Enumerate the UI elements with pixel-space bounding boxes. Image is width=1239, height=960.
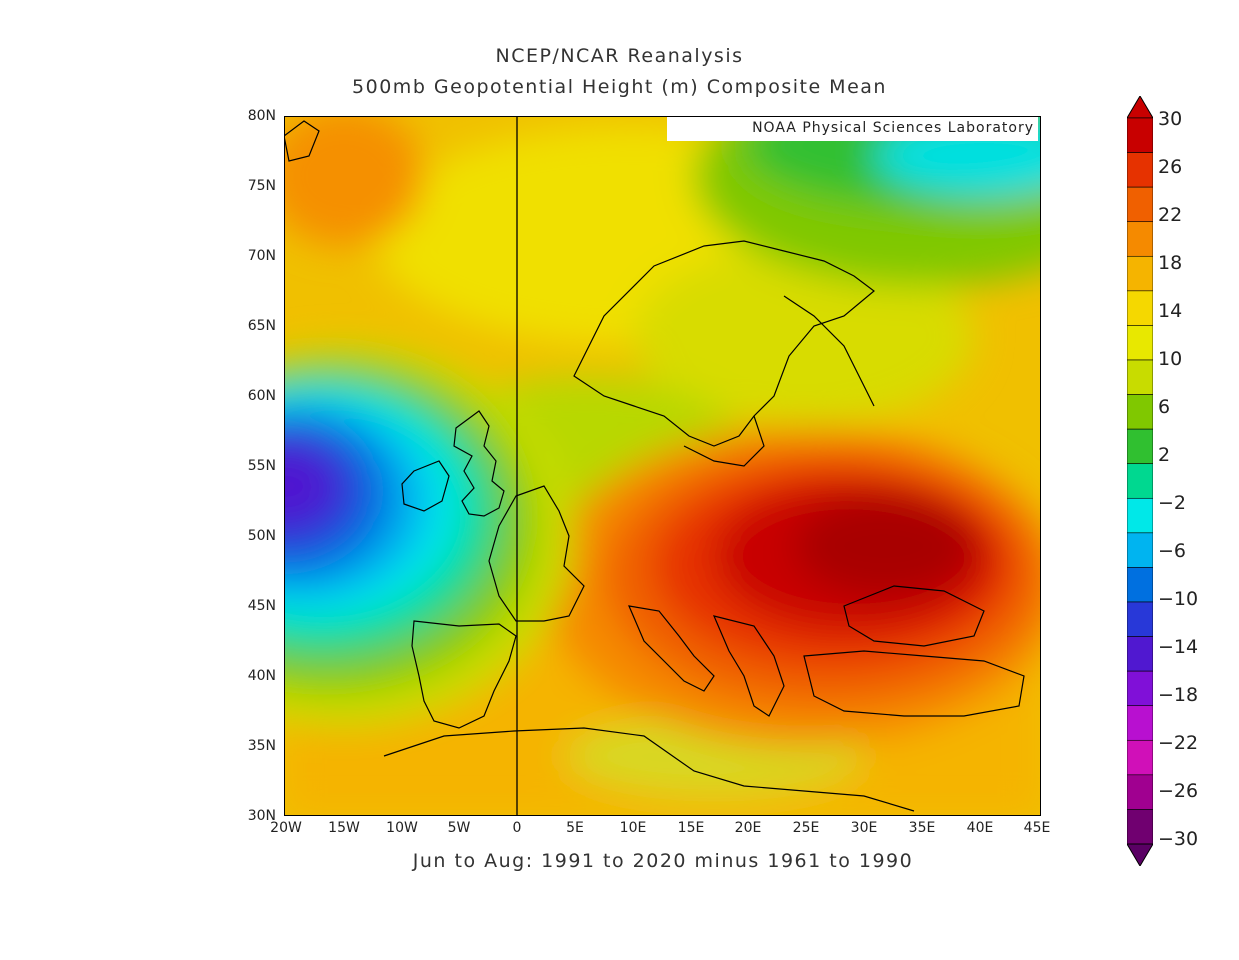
lat-label: 45N <box>247 598 276 614</box>
colorbar-label: 30 <box>1158 108 1183 130</box>
colorbar-cells <box>1127 117 1153 845</box>
lon-label: 15W <box>328 820 360 836</box>
colorbar-cell <box>1127 601 1153 637</box>
colorbar-label: −18 <box>1158 684 1199 706</box>
colorbar-cell <box>1127 221 1153 257</box>
colorbar-label: 22 <box>1158 204 1183 226</box>
credit-label: NOAA Physical Sciences Laboratory <box>667 117 1038 141</box>
colorbar-label: −22 <box>1158 732 1199 754</box>
lon-label: 10E <box>619 820 647 836</box>
colorbar-label: 10 <box>1158 348 1183 370</box>
lon-label: 30E <box>850 820 878 836</box>
lat-label: 65N <box>247 318 276 334</box>
lat-label: 55N <box>247 458 276 474</box>
lon-label: 20W <box>270 820 302 836</box>
lon-label: 35E <box>908 820 936 836</box>
colorbar-label: 26 <box>1158 156 1183 178</box>
colorbar-cell <box>1127 325 1153 361</box>
lon-label: 5E <box>566 820 584 836</box>
colorbar-cell <box>1127 117 1153 153</box>
colorbar-bottom-arrow <box>1127 843 1153 866</box>
colorbar-cell <box>1127 290 1153 326</box>
colorbar <box>1127 96 1153 866</box>
lat-label: 75N <box>247 178 276 194</box>
lat-label: 60N <box>247 388 276 404</box>
colorbar-cell <box>1127 428 1153 465</box>
colorbar-cell <box>1127 186 1153 223</box>
colorbar-cell <box>1127 497 1153 534</box>
colorbar-cell <box>1127 739 1153 776</box>
colorbar-label: −6 <box>1158 540 1187 562</box>
colorbar-cell <box>1127 809 1153 845</box>
lon-label: 10W <box>386 820 418 836</box>
lat-label: 50N <box>247 528 276 544</box>
colorbar-cell <box>1127 359 1153 395</box>
colorbar-label: −14 <box>1158 636 1199 658</box>
lat-label: 80N <box>247 108 276 124</box>
colorbar-label: −2 <box>1158 492 1187 514</box>
lat-label: 30N <box>247 808 276 824</box>
colorbar-cell <box>1127 255 1153 292</box>
colorbar-label: −26 <box>1158 780 1199 802</box>
lat-label: 70N <box>247 248 276 264</box>
colorbar-top-arrow <box>1127 96 1153 119</box>
anomaly-map <box>284 116 1041 816</box>
lon-label: 25E <box>792 820 820 836</box>
colorbar-label: 2 <box>1158 444 1171 466</box>
lon-label: 40E <box>966 820 994 836</box>
colorbar-label: 6 <box>1158 396 1171 418</box>
colorbar-label: 18 <box>1158 252 1183 274</box>
coastlines <box>284 120 1025 812</box>
colorbar-cell <box>1127 394 1153 430</box>
colorbar-cell <box>1127 463 1153 499</box>
title-line-1: NCEP/NCAR Reanalysis <box>495 45 744 67</box>
lon-label: 15E <box>677 820 705 836</box>
title-line-2: 500mb Geopotential Height (m) Composite … <box>352 76 887 98</box>
colorbar-cell <box>1127 670 1153 707</box>
colorbar-cell <box>1127 774 1153 810</box>
colorbar-cell <box>1127 152 1153 188</box>
colorbar-cell <box>1127 532 1153 568</box>
period-caption: Jun to Aug: 1991 to 2020 minus 1961 to 1… <box>412 850 914 872</box>
lat-label: 40N <box>247 668 276 684</box>
lon-label: 5W <box>447 820 471 836</box>
lon-label: 45E <box>1023 820 1051 836</box>
colorbar-cell <box>1127 636 1153 672</box>
lon-label: 20E <box>734 820 762 836</box>
colorbar-label: −30 <box>1158 828 1199 850</box>
map-field <box>284 116 1041 816</box>
colorbar-label: 14 <box>1158 300 1183 322</box>
colorbar-cell <box>1127 567 1153 603</box>
colorbar-label: −10 <box>1158 588 1199 610</box>
lon-label: 0 <box>512 820 522 836</box>
colorbar-cell <box>1127 705 1153 741</box>
lat-label: 35N <box>247 738 276 754</box>
